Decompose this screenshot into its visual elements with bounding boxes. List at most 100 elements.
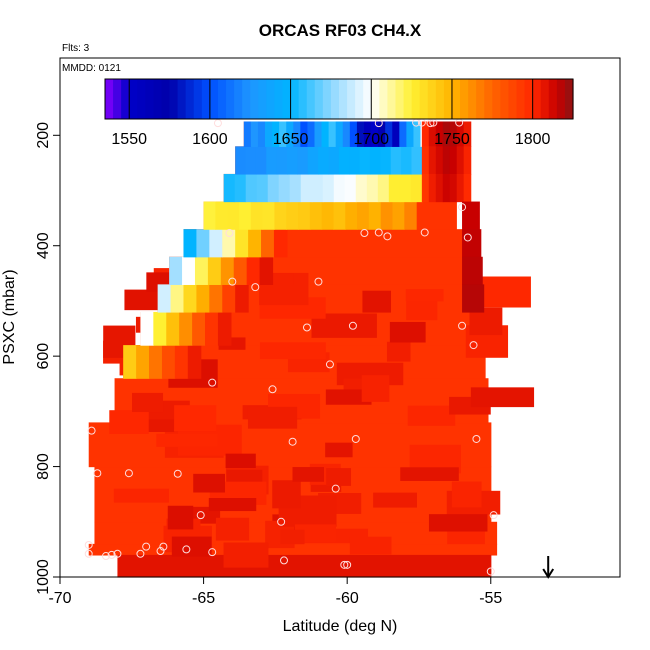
heatmap-cell bbox=[157, 284, 172, 313]
sample-point bbox=[458, 203, 467, 212]
heatmap-cell bbox=[349, 146, 361, 175]
heatmap-cell bbox=[380, 146, 392, 175]
colorbar-cell bbox=[242, 79, 251, 119]
heatmap-cell bbox=[361, 375, 390, 402]
colorbar-cell bbox=[339, 79, 348, 119]
colorbar-cell bbox=[540, 79, 550, 119]
colorbar-cell bbox=[484, 79, 493, 119]
colorbar-cell bbox=[226, 79, 235, 119]
heatmap-cell bbox=[449, 173, 458, 203]
heatmap-cell bbox=[208, 497, 257, 512]
heatmap-cell bbox=[278, 173, 291, 203]
sample-point bbox=[87, 426, 96, 435]
heatmap-cell bbox=[307, 146, 319, 175]
heatmap-cell bbox=[442, 146, 451, 175]
heatmap-cell bbox=[435, 121, 444, 147]
colorbar-cell bbox=[217, 79, 227, 119]
heatmap-cell bbox=[273, 229, 288, 258]
heatmap-cell bbox=[286, 201, 299, 230]
heatmap-cell bbox=[207, 256, 222, 285]
heatmap-cell bbox=[287, 146, 299, 175]
sample-point bbox=[302, 323, 311, 332]
x-tick-label: -60 bbox=[336, 590, 359, 607]
y-axis-title: PSXC (mbar) bbox=[1, 269, 18, 364]
colorbar-cell bbox=[274, 79, 284, 119]
heatmap-cell bbox=[267, 173, 280, 203]
colorbar-cell bbox=[209, 79, 219, 119]
heatmap-cell bbox=[342, 121, 351, 147]
heatmap-cell bbox=[366, 173, 379, 203]
colorbar-cell bbox=[177, 79, 187, 119]
heatmap-cell bbox=[406, 121, 415, 147]
colorbar-cell bbox=[492, 79, 501, 119]
colorbar-cell bbox=[153, 79, 163, 119]
heatmap-cell bbox=[428, 121, 437, 147]
heatmap-cell bbox=[235, 284, 249, 313]
sample-point bbox=[374, 119, 383, 128]
heatmap-cell bbox=[421, 173, 430, 203]
heatmap-cell bbox=[183, 284, 198, 313]
sample-point bbox=[113, 549, 122, 558]
heatmap-cell bbox=[262, 201, 276, 230]
sample-point bbox=[374, 228, 383, 237]
heatmap-cell bbox=[335, 121, 344, 147]
heatmap-cell bbox=[385, 121, 393, 147]
y-ticks: 200 400 600 800 1000 bbox=[35, 122, 60, 595]
heatmap-cell bbox=[226, 469, 263, 484]
colorbar-cell bbox=[250, 79, 259, 119]
heatmap-cell bbox=[256, 173, 269, 203]
heatmap-cell bbox=[113, 488, 170, 503]
heatmap-cell bbox=[318, 146, 330, 175]
heatmap-cell bbox=[401, 146, 413, 175]
heatmap-cell bbox=[400, 467, 459, 481]
heatmap-cell bbox=[322, 173, 335, 203]
colorbar-cell bbox=[282, 79, 292, 119]
colorbar-cell bbox=[193, 79, 203, 119]
colorbar-tick-labels: 1550 1600 1650 1700 1750 1800 bbox=[111, 131, 550, 148]
heatmap-cell bbox=[344, 173, 357, 203]
y-tick-label: 1000 bbox=[35, 559, 52, 595]
sample-point bbox=[340, 560, 349, 569]
colorbar-frame bbox=[104, 78, 574, 120]
heatmap-cell bbox=[192, 311, 206, 346]
heatmap-cell bbox=[220, 256, 235, 285]
sample-point bbox=[277, 517, 286, 526]
colorbar-cell bbox=[500, 79, 510, 119]
heatmap-cell bbox=[250, 121, 259, 147]
heatmap-cell bbox=[298, 201, 311, 230]
heatmap-cell bbox=[388, 173, 401, 203]
heatmap-cell bbox=[225, 453, 256, 469]
colorbar-cell bbox=[564, 79, 574, 119]
colorbar-cells bbox=[105, 79, 574, 119]
heatmap-cell bbox=[357, 201, 370, 230]
sample-points bbox=[84, 118, 498, 576]
heatmap-cell bbox=[88, 543, 498, 556]
colorbar-cell bbox=[379, 79, 389, 119]
colorbar-cell bbox=[476, 79, 485, 119]
heatmap-cell bbox=[297, 146, 309, 175]
heatmap-cell bbox=[300, 121, 309, 147]
colorbar-cell bbox=[234, 79, 243, 119]
heatmap-cell bbox=[246, 256, 261, 285]
sample-point bbox=[93, 469, 102, 478]
heatmap-cell bbox=[217, 311, 232, 346]
heatmap-cell bbox=[449, 146, 458, 175]
heatmap-cell bbox=[272, 480, 301, 509]
x-ticks: -70 -65 -60 -55 bbox=[48, 577, 502, 607]
heatmap-cell bbox=[407, 405, 456, 426]
heatmap-cell bbox=[411, 146, 423, 175]
colorbar-cell bbox=[435, 79, 445, 119]
heatmap-cell bbox=[333, 173, 346, 203]
sample-point bbox=[84, 549, 93, 558]
sample-point bbox=[196, 511, 205, 520]
heatmap-cell bbox=[274, 201, 287, 230]
heatmap-cell bbox=[463, 146, 472, 175]
sample-point bbox=[268, 385, 277, 394]
date-note: MMDD: 0121 bbox=[62, 63, 121, 74]
y-axis: 200 400 600 800 1000 PSXC (mbar) bbox=[1, 122, 61, 595]
heatmap-cell bbox=[279, 121, 287, 147]
heatmap-cell bbox=[209, 284, 223, 313]
heatmap-cell bbox=[239, 201, 252, 230]
heatmap-cell bbox=[428, 146, 437, 175]
sample-point bbox=[107, 550, 116, 559]
